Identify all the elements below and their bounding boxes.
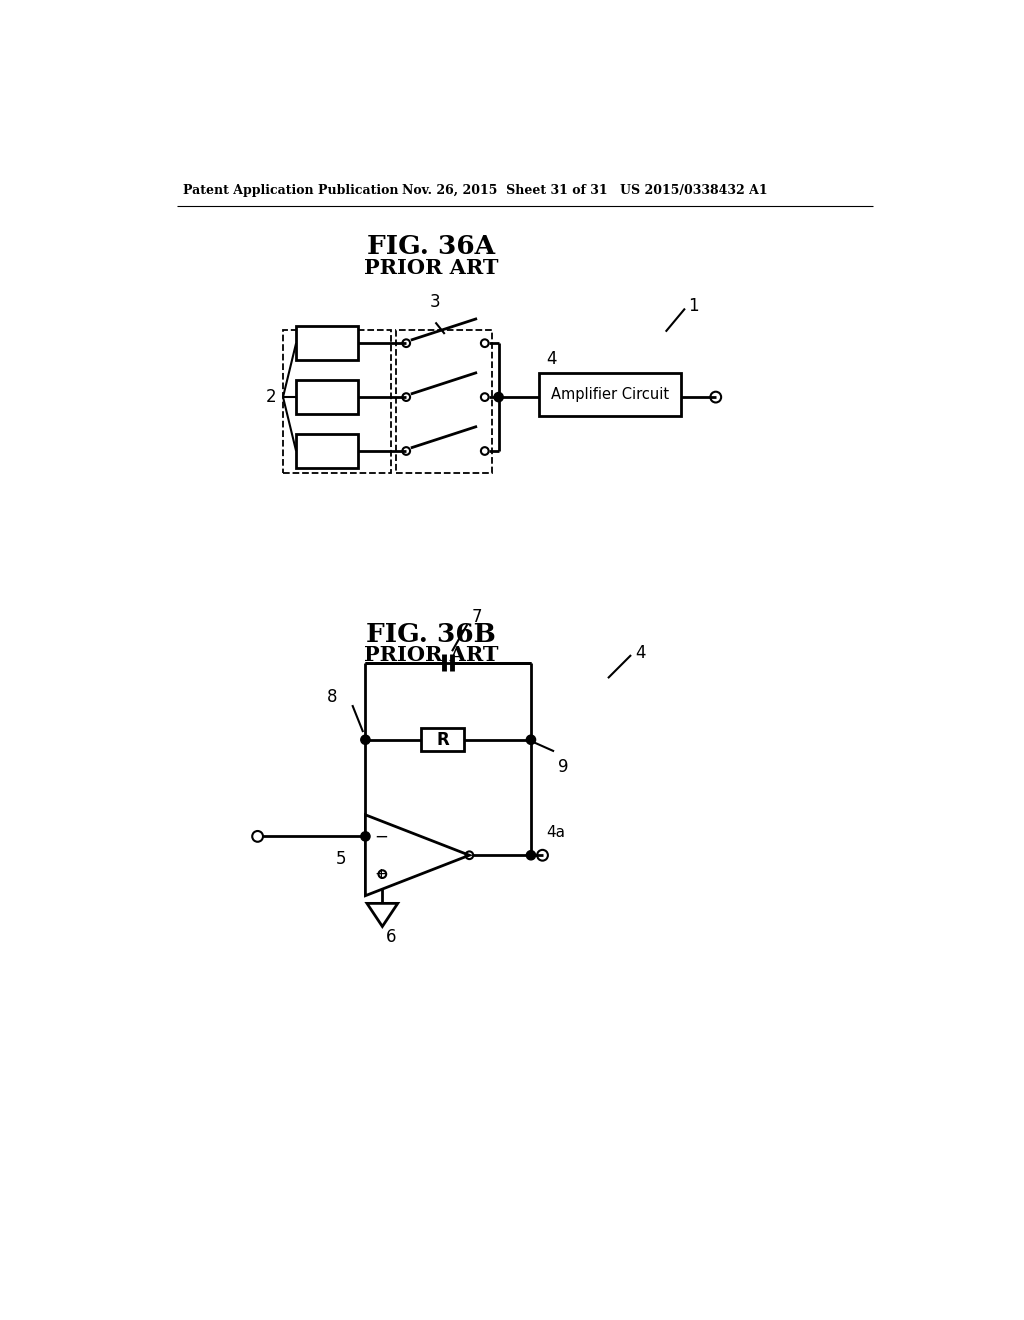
Text: US 2015/0338432 A1: US 2015/0338432 A1 <box>620 185 767 197</box>
Circle shape <box>360 832 370 841</box>
Bar <box>283 330 391 473</box>
Text: 2: 2 <box>266 388 276 407</box>
Text: PRIOR ART: PRIOR ART <box>364 257 498 277</box>
Bar <box>296 326 357 360</box>
Text: 7: 7 <box>471 607 481 626</box>
Text: 3: 3 <box>430 293 440 312</box>
Text: R: R <box>436 731 449 748</box>
Circle shape <box>526 850 536 859</box>
Text: 1: 1 <box>688 297 698 315</box>
Text: FIG. 36B: FIG. 36B <box>366 622 496 647</box>
Text: 8: 8 <box>327 689 337 706</box>
Text: 4: 4 <box>635 644 645 661</box>
Circle shape <box>526 735 536 744</box>
Text: 4a: 4a <box>547 825 565 840</box>
Text: Patent Application Publication: Patent Application Publication <box>183 185 398 197</box>
Bar <box>296 434 357 469</box>
Text: Amplifier Circuit: Amplifier Circuit <box>551 387 669 403</box>
Bar <box>421 729 464 751</box>
Text: Nov. 26, 2015  Sheet 31 of 31: Nov. 26, 2015 Sheet 31 of 31 <box>401 185 607 197</box>
Text: 6: 6 <box>386 928 396 946</box>
Text: 5: 5 <box>336 850 346 869</box>
Bar <box>539 374 681 416</box>
Bar <box>296 380 357 414</box>
Text: −: − <box>374 828 388 845</box>
Polygon shape <box>367 903 397 927</box>
Text: 4: 4 <box>547 350 557 368</box>
Text: +: + <box>375 867 387 882</box>
Text: PRIOR ART: PRIOR ART <box>364 645 498 665</box>
Text: FIG. 36A: FIG. 36A <box>367 235 495 260</box>
Text: 9: 9 <box>558 758 568 776</box>
Bar <box>396 330 493 473</box>
Polygon shape <box>366 814 469 896</box>
Circle shape <box>360 735 370 744</box>
Circle shape <box>494 392 503 401</box>
